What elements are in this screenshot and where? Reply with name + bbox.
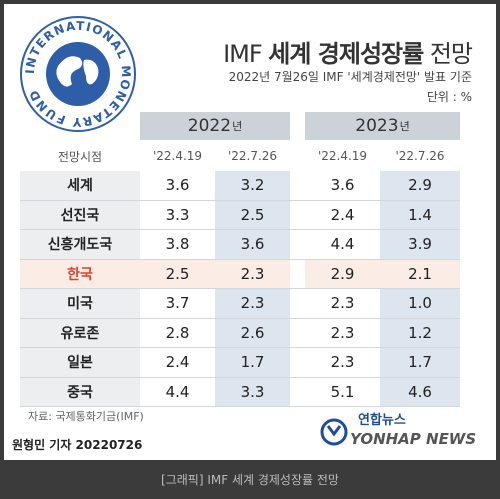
imf-logo: INTERNATIONAL MONETARY FUND xyxy=(20,16,136,132)
subheader: '22.7.26 xyxy=(227,149,278,163)
value-cell: 2.6 xyxy=(215,318,290,347)
agency-korean: 연합뉴스 xyxy=(358,412,406,428)
subheader: '22.4.19 xyxy=(317,149,368,163)
row-label: 선진국 xyxy=(20,200,140,229)
row-label: 한국 xyxy=(20,259,140,288)
subheader: '22.4.19 xyxy=(152,149,203,163)
row-divider xyxy=(20,376,460,378)
value-cell: 1.7 xyxy=(215,348,290,377)
value-cell: 2.9 xyxy=(305,259,380,288)
value-cell: 2.4 xyxy=(165,353,190,372)
value-cell: 2.9 xyxy=(380,171,460,200)
row-label: 유로존 xyxy=(20,318,140,347)
value-cell: 2.3 xyxy=(330,294,355,313)
value-cell: 2.5 xyxy=(215,200,290,229)
value-cell: 2.4 xyxy=(330,205,355,224)
value-cell: 2.1 xyxy=(380,259,460,288)
title: IMF 세계 경제성장률 전망 xyxy=(223,34,473,69)
value-cell: 2.3 xyxy=(215,259,290,288)
value-cell: 4.6 xyxy=(380,377,460,406)
subheader: '22.7.26 xyxy=(395,149,445,163)
value-cell: 3.3 xyxy=(215,377,290,406)
value-cell: 2.5 xyxy=(140,259,215,288)
title-part: IMF xyxy=(223,40,269,68)
row-divider xyxy=(20,258,460,260)
value-cell: 1.0 xyxy=(380,289,460,318)
agency-english: YONHAP NEWS xyxy=(350,430,476,448)
value-cell: 2.3 xyxy=(215,289,290,318)
value-cell: 3.7 xyxy=(165,294,190,313)
year: 2023 xyxy=(355,116,399,136)
value-cell: 3.6 xyxy=(215,230,290,259)
source: 자료: 국제통화기금(IMF) xyxy=(28,410,144,423)
value-cell: 3.6 xyxy=(165,176,190,195)
value-cell: 3.8 xyxy=(165,235,190,254)
value-cell: 1.2 xyxy=(380,318,460,347)
row-divider xyxy=(20,406,460,407)
row-label: 중국 xyxy=(20,377,140,406)
row-divider xyxy=(20,199,460,201)
value-cell: 3.9 xyxy=(380,230,460,259)
value-cell: 2.3 xyxy=(330,353,355,372)
value-cell: 4.4 xyxy=(165,382,190,401)
row-divider xyxy=(20,229,460,230)
value-cell: 4.4 xyxy=(330,235,355,254)
byline: 원형민 기자 20220726 xyxy=(12,438,143,452)
row-label: 미국 xyxy=(20,289,140,318)
value-cell: 2.8 xyxy=(165,323,190,342)
year-suffix: 년 xyxy=(232,120,243,133)
value-cell: 3.3 xyxy=(165,205,190,224)
title-bold: 세계 경제성장률 xyxy=(268,40,424,68)
value-cell: 1.7 xyxy=(380,348,460,377)
value-cell: 5.1 xyxy=(330,382,355,401)
agency-logo: 연합뉴스 YONHAP NEWS xyxy=(320,412,476,448)
subheader: 전망시점 xyxy=(57,149,103,164)
subtitle: 2022년 7월26일 IMF '세계경제전망' 발표 기준 xyxy=(228,70,472,84)
year-header: 2023 년 xyxy=(305,112,460,140)
unit: 단위 : % xyxy=(426,90,472,104)
title-part: 전망 xyxy=(423,40,473,68)
row-label: 세계 xyxy=(20,171,140,200)
value-cell: 3.2 xyxy=(215,171,290,200)
row-divider xyxy=(20,347,460,348)
value-cell: 2.3 xyxy=(330,323,355,342)
value-cell: 1.4 xyxy=(380,200,460,229)
value-cell: 3.6 xyxy=(330,176,355,195)
panel: INTERNATIONAL MONETARY FUND IMF 세계 경제성장률… xyxy=(4,4,496,460)
caption: [그래픽] IMF 세계 경제성장률 전망 xyxy=(161,473,339,487)
year-suffix: 년 xyxy=(399,120,410,133)
row-label: 일본 xyxy=(20,348,140,377)
row-divider xyxy=(20,288,460,289)
year-header: 2022 년 xyxy=(140,112,290,140)
row-divider xyxy=(20,317,460,319)
row-label: 신흥개도국 xyxy=(20,230,140,259)
year: 2022 xyxy=(187,116,232,136)
